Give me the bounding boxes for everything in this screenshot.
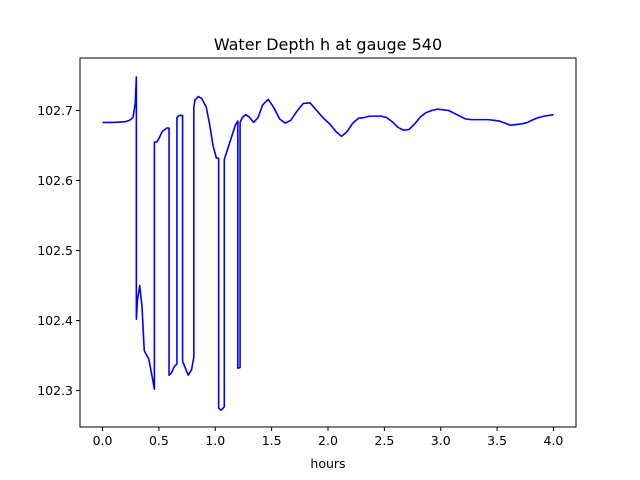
- series-line: [102, 76, 554, 411]
- x-tick-label: 2.5: [374, 433, 394, 448]
- x-axis-label: hours: [310, 456, 345, 471]
- x-axis: 0.0 0.5 1.0 1.5 2.0 2.5 3.0 3.5 4.0: [93, 427, 564, 448]
- x-tick-label: 3.0: [431, 433, 451, 448]
- x-tick-label: 4.0: [544, 433, 564, 448]
- y-tick-label: 102.6: [37, 173, 73, 188]
- axes-frame: [79, 57, 577, 428]
- x-tick-label: 0.0: [93, 433, 113, 448]
- y-tick-label: 102.5: [37, 243, 73, 258]
- y-tick-label: 102.7: [37, 103, 73, 118]
- chart-title: Water Depth h at gauge 540: [214, 35, 442, 54]
- y-tick-label: 102.3: [37, 383, 73, 398]
- x-tick-label: 3.5: [487, 433, 507, 448]
- x-tick-label: 1.5: [262, 433, 282, 448]
- x-tick-label: 0.5: [149, 433, 169, 448]
- y-tick-label: 102.4: [37, 313, 73, 328]
- x-tick-label: 2.0: [318, 433, 338, 448]
- x-tick-label: 1.0: [205, 433, 225, 448]
- y-axis: 102.3 102.4 102.5 102.6 102.7: [37, 103, 80, 398]
